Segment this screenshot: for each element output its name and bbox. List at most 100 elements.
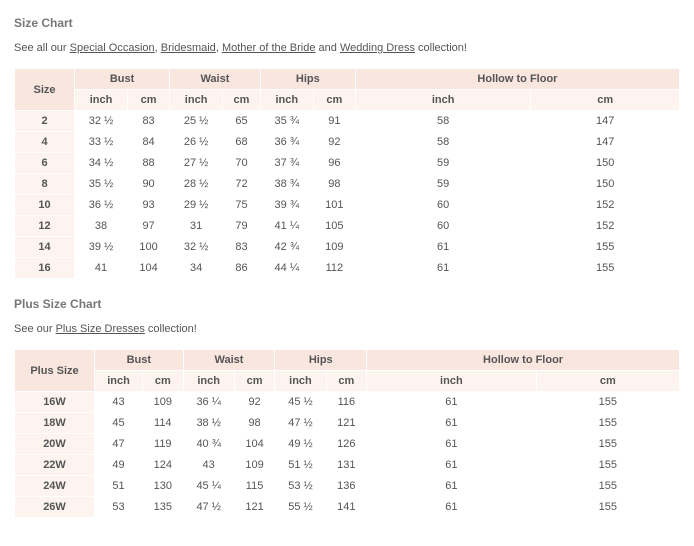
header-hollow: Hollow to Floor	[367, 350, 680, 371]
link-special-occasion[interactable]: Special Occasion	[70, 42, 155, 54]
hips-inch-cell: 41 ¼	[260, 216, 313, 237]
size-cell: 2	[15, 111, 75, 132]
waist-inch-cell: 32 ½	[170, 237, 223, 258]
plus-intro-suffix: collection!	[145, 323, 197, 335]
hollow-cm-cell: 155	[536, 455, 679, 476]
header-waist: Waist	[170, 69, 261, 90]
hollow-inch-cell: 60	[355, 216, 531, 237]
hollow-inch-cell: 61	[367, 392, 536, 413]
waist-inch-cell: 43	[183, 455, 234, 476]
hips-inch-cell: 45 ½	[275, 392, 326, 413]
unit-cm: cm	[536, 371, 679, 392]
unit-inch: inch	[355, 90, 531, 111]
table-row: 123897317941 ¼10560152	[15, 216, 680, 237]
unit-inch: inch	[170, 90, 223, 111]
table-row: 20W4711940 ¾10449 ½12661155	[15, 434, 680, 455]
unit-cm: cm	[128, 90, 170, 111]
waist-cm-cell: 70	[223, 153, 261, 174]
hollow-cm-cell: 155	[536, 434, 679, 455]
waist-cm-cell: 115	[234, 476, 275, 497]
header-bust: Bust	[95, 350, 184, 371]
hips-inch-cell: 49 ½	[275, 434, 326, 455]
hips-cm-cell: 105	[313, 216, 355, 237]
waist-cm-cell: 98	[234, 413, 275, 434]
bust-inch-cell: 51	[95, 476, 143, 497]
hollow-inch-cell: 61	[367, 455, 536, 476]
waist-cm-cell: 121	[234, 497, 275, 518]
table-row: 1036 ½9329 ½7539 ¾10160152	[15, 195, 680, 216]
unit-cm: cm	[313, 90, 355, 111]
size-cell: 24W	[15, 476, 95, 497]
bust-inch-cell: 35 ½	[75, 174, 128, 195]
bust-cm-cell: 84	[128, 132, 170, 153]
hollow-inch-cell: 58	[355, 132, 531, 153]
unit-cm: cm	[234, 371, 275, 392]
hips-inch-cell: 35 ¾	[260, 111, 313, 132]
bust-cm-cell: 109	[143, 392, 184, 413]
header-size: Size	[15, 69, 75, 111]
bust-inch-cell: 49	[95, 455, 143, 476]
bust-cm-cell: 104	[128, 258, 170, 279]
bust-cm-cell: 90	[128, 174, 170, 195]
waist-inch-cell: 34	[170, 258, 223, 279]
header-waist: Waist	[183, 350, 275, 371]
table-row: 433 ½8426 ½6836 ¾9258147	[15, 132, 680, 153]
hollow-inch-cell: 61	[367, 413, 536, 434]
size-chart-table: Size Bust Waist Hips Hollow to Floor inc…	[14, 68, 680, 279]
hips-inch-cell: 36 ¾	[260, 132, 313, 153]
plus-size-chart-table: Plus Size Bust Waist Hips Hollow to Floo…	[14, 349, 680, 518]
table-row: 16W4310936 ¼9245 ½11661155	[15, 392, 680, 413]
hips-inch-cell: 42 ¾	[260, 237, 313, 258]
bust-cm-cell: 88	[128, 153, 170, 174]
hips-cm-cell: 96	[313, 153, 355, 174]
hips-inch-cell: 38 ¾	[260, 174, 313, 195]
size-cell: 22W	[15, 455, 95, 476]
waist-inch-cell: 47 ½	[183, 497, 234, 518]
link-bridesmaid[interactable]: Bridesmaid	[161, 42, 216, 54]
bust-inch-cell: 33 ½	[75, 132, 128, 153]
waist-cm-cell: 68	[223, 132, 261, 153]
hips-inch-cell: 37 ¾	[260, 153, 313, 174]
waist-cm-cell: 104	[234, 434, 275, 455]
waist-cm-cell: 109	[234, 455, 275, 476]
size-cell: 18W	[15, 413, 95, 434]
intro-suffix: collection!	[415, 42, 467, 54]
unit-inch: inch	[95, 371, 143, 392]
table-row: 835 ½9028 ½7238 ¾9859150	[15, 174, 680, 195]
table-row: 1641104348644 ¼11261155	[15, 258, 680, 279]
header-plus-size: Plus Size	[15, 350, 95, 392]
bust-inch-cell: 32 ½	[75, 111, 128, 132]
size-cell: 10	[15, 195, 75, 216]
bust-cm-cell: 119	[143, 434, 184, 455]
link-wedding-dress[interactable]: Wedding Dress	[340, 42, 415, 54]
hips-cm-cell: 109	[313, 237, 355, 258]
table-row: 26W5313547 ½12155 ½14161155	[15, 497, 680, 518]
bust-cm-cell: 83	[128, 111, 170, 132]
header-hollow: Hollow to Floor	[355, 69, 679, 90]
bust-inch-cell: 36 ½	[75, 195, 128, 216]
hips-cm-cell: 112	[313, 258, 355, 279]
waist-cm-cell: 79	[223, 216, 261, 237]
hips-cm-cell: 92	[313, 132, 355, 153]
link-mother-of-bride[interactable]: Mother of the Bride	[222, 42, 316, 54]
size-cell: 20W	[15, 434, 95, 455]
hollow-cm-cell: 155	[531, 258, 680, 279]
bust-inch-cell: 38	[75, 216, 128, 237]
size-cell: 26W	[15, 497, 95, 518]
waist-inch-cell: 29 ½	[170, 195, 223, 216]
unit-inch: inch	[260, 90, 313, 111]
bust-cm-cell: 93	[128, 195, 170, 216]
hips-inch-cell: 51 ½	[275, 455, 326, 476]
waist-inch-cell: 28 ½	[170, 174, 223, 195]
plus-size-intro: See our Plus Size Dresses collection!	[14, 323, 680, 335]
bust-cm-cell: 97	[128, 216, 170, 237]
table-row: 22W491244310951 ½13161155	[15, 455, 680, 476]
waist-inch-cell: 36 ¼	[183, 392, 234, 413]
link-plus-size-dresses[interactable]: Plus Size Dresses	[56, 323, 145, 335]
hollow-inch-cell: 60	[355, 195, 531, 216]
unit-inch: inch	[367, 371, 536, 392]
hips-inch-cell: 39 ¾	[260, 195, 313, 216]
unit-cm: cm	[143, 371, 184, 392]
bust-cm-cell: 100	[128, 237, 170, 258]
unit-inch: inch	[183, 371, 234, 392]
